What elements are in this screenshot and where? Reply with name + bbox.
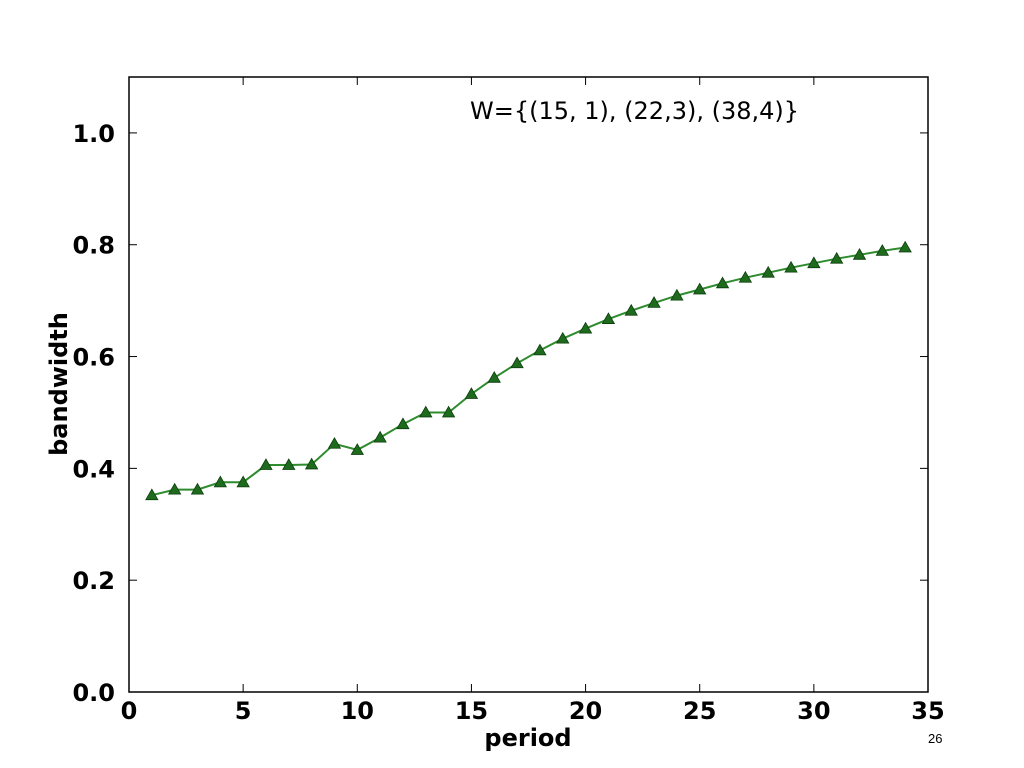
data-point xyxy=(396,417,410,430)
data-point xyxy=(556,331,570,344)
y-tick-label: 1.0 xyxy=(72,120,115,148)
data-point xyxy=(898,240,912,253)
data-point xyxy=(190,482,205,495)
data-point xyxy=(441,405,456,418)
data-point xyxy=(624,303,638,316)
plot-area: 0 5 10 15 20 25 30 35 0.0 0.2 0.4 0.6 0.8 1.0 xyxy=(72,76,945,725)
data-point xyxy=(327,436,342,449)
y-tick-label: 0.0 xyxy=(72,679,115,707)
series xyxy=(145,240,912,501)
data-point xyxy=(510,356,524,369)
x-tick-label: 15 xyxy=(455,697,488,725)
series-line xyxy=(151,246,906,497)
data-point xyxy=(350,443,364,455)
y-axis-title: bandwidth xyxy=(45,312,73,456)
data-point xyxy=(259,458,273,470)
data-point xyxy=(145,488,159,501)
x-tick-label: 10 xyxy=(341,697,374,725)
data-point xyxy=(578,321,593,334)
data-point xyxy=(807,256,821,269)
data-point xyxy=(852,247,867,260)
page-number: 26 xyxy=(928,731,943,746)
ticks: 0 5 10 15 20 25 30 35 0.0 0.2 0.4 0.6 0.8 1.0 xyxy=(72,77,945,725)
y-tick-label: 0.6 xyxy=(72,344,115,372)
x-axis-title: period xyxy=(484,724,571,752)
data-point xyxy=(167,482,182,495)
data-point xyxy=(601,312,616,324)
x-tick-label: 30 xyxy=(797,697,830,725)
data-point xyxy=(282,458,296,470)
x-tick-label: 5 xyxy=(235,697,252,725)
data-point xyxy=(373,430,387,443)
data-point xyxy=(670,288,684,301)
plot-frame xyxy=(128,76,929,693)
data-point xyxy=(693,282,707,295)
data-point xyxy=(875,244,890,256)
x-tick-label: 0 xyxy=(121,697,138,725)
y-tick-label: 0.4 xyxy=(72,455,115,483)
annotation-text: W={(15, 1), (22,3), (38,4)} xyxy=(470,97,799,125)
data-point xyxy=(647,296,661,308)
data-point xyxy=(829,251,844,264)
data-point xyxy=(533,343,547,356)
data-point xyxy=(738,270,753,283)
data-point xyxy=(487,370,501,383)
data-point xyxy=(715,276,730,289)
x-tick-label: 25 xyxy=(683,697,716,725)
data-point xyxy=(419,405,433,418)
data-point xyxy=(464,387,479,399)
y-tick-label: 0.8 xyxy=(72,232,115,260)
data-point xyxy=(213,475,228,488)
data-point xyxy=(304,457,319,470)
x-tick-label: 35 xyxy=(911,697,944,725)
x-tick-label: 20 xyxy=(569,697,602,725)
y-tick-label: 0.2 xyxy=(72,567,115,595)
data-point xyxy=(761,265,775,278)
data-point xyxy=(236,475,250,488)
data-point xyxy=(784,260,798,273)
